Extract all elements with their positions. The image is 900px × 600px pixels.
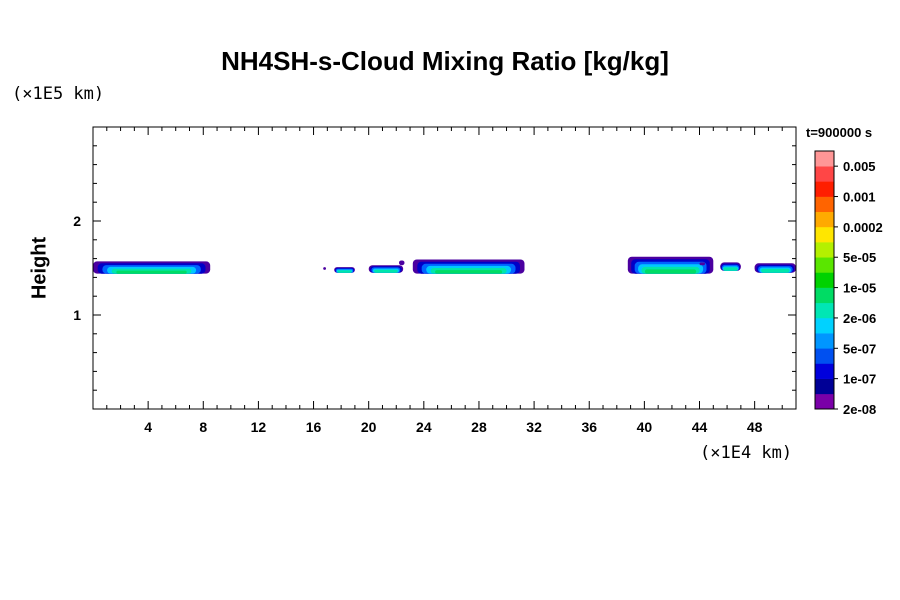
cloud-patches <box>93 256 796 274</box>
time-label: t=900000 s <box>806 125 873 140</box>
x-tick-label: 36 <box>581 419 597 435</box>
x-tick-label: 20 <box>361 419 377 435</box>
colorbar-swatch <box>815 242 834 258</box>
colorbar-swatch <box>815 181 834 197</box>
x-tick-label: 4 <box>144 419 152 435</box>
y-tick-label: 1 <box>73 307 81 323</box>
cloud-band <box>337 270 352 273</box>
cloud-band <box>116 270 187 274</box>
x-tick-label: 12 <box>251 419 267 435</box>
colorbar-swatch <box>815 363 834 379</box>
colorbar-label: 0.001 <box>843 190 876 205</box>
y-axis-unit: (×1E5 km) <box>12 84 105 104</box>
x-tick-label: 40 <box>637 419 653 435</box>
cloud-patch-7 <box>699 262 705 266</box>
colorbar-swatch <box>815 151 834 167</box>
colorbar-frame <box>814 150 835 410</box>
cloud-patch-3 <box>368 265 404 273</box>
colorbar-label: 0.005 <box>843 159 876 174</box>
colorbar-swatch <box>815 302 834 319</box>
cloud-band <box>399 260 405 266</box>
x-tick-label: 44 <box>692 419 708 435</box>
x-tick-label: 16 <box>306 419 322 435</box>
cloud-band <box>761 268 790 273</box>
cloud-band <box>374 269 398 273</box>
cloud-patch-9 <box>754 263 796 273</box>
cloud-band <box>699 262 705 266</box>
cloud-band <box>435 270 503 274</box>
cloud-patch-4 <box>399 260 405 266</box>
cloud-patch-0 <box>93 261 211 274</box>
cloud-band <box>723 267 738 271</box>
colorbar-swatch <box>815 393 834 410</box>
colorbar-swatch <box>815 333 834 349</box>
cloud-patch-8 <box>720 262 741 271</box>
x-tick-label: 24 <box>416 419 432 435</box>
colorbar-label: 0.0002 <box>843 220 883 235</box>
x-tick-label: 48 <box>747 419 763 435</box>
colorbar-swatch <box>815 287 834 304</box>
x-tick-label: 28 <box>471 419 487 435</box>
colorbar-swatch <box>815 257 834 273</box>
colorbar-swatch <box>815 196 834 213</box>
x-axis-unit: (×1E4 km) <box>700 443 793 463</box>
chart-title: NH4SH-s-Cloud Mixing Ratio [kg/kg] <box>221 46 669 76</box>
colorbar-swatch <box>815 211 834 228</box>
x-tick-label: 8 <box>199 419 207 435</box>
colorbar-swatch <box>815 272 834 288</box>
colorbar-label: 5e-05 <box>843 250 876 265</box>
colorbar-swatch <box>815 348 834 364</box>
cloud-patch-2 <box>334 267 355 273</box>
colorbar: 0.005 0.001 0.0002 5e-05 1e-05 2e-06 5e-07 1e-0… <box>814 150 883 417</box>
cloud-patch-5 <box>412 259 525 274</box>
colorbar-label: 2e-08 <box>843 402 876 417</box>
plot-frame <box>92 126 797 410</box>
cloud-patch-1 <box>323 267 326 270</box>
cloud-band <box>644 269 697 274</box>
x-axis-ticks: 4 8 12 16 20 24 28 32 36 40 44 48 <box>106 127 783 435</box>
colorbar-label: 5e-07 <box>843 341 876 356</box>
colorbar-label: 1e-05 <box>843 281 876 296</box>
y-tick-label: 2 <box>73 213 81 229</box>
colorbar-swatch <box>815 166 834 182</box>
colorbar-label: 2e-06 <box>843 311 876 326</box>
colorbar-swatch <box>815 317 834 334</box>
colorbar-label: 1e-07 <box>843 372 876 387</box>
colorbar-swatch <box>815 226 834 243</box>
x-tick-label: 32 <box>526 419 542 435</box>
y-axis-ticks: 12 <box>73 145 796 391</box>
cloud-band <box>323 267 326 270</box>
cloud-patch-6 <box>627 256 714 274</box>
colorbar-swatch <box>815 378 834 395</box>
